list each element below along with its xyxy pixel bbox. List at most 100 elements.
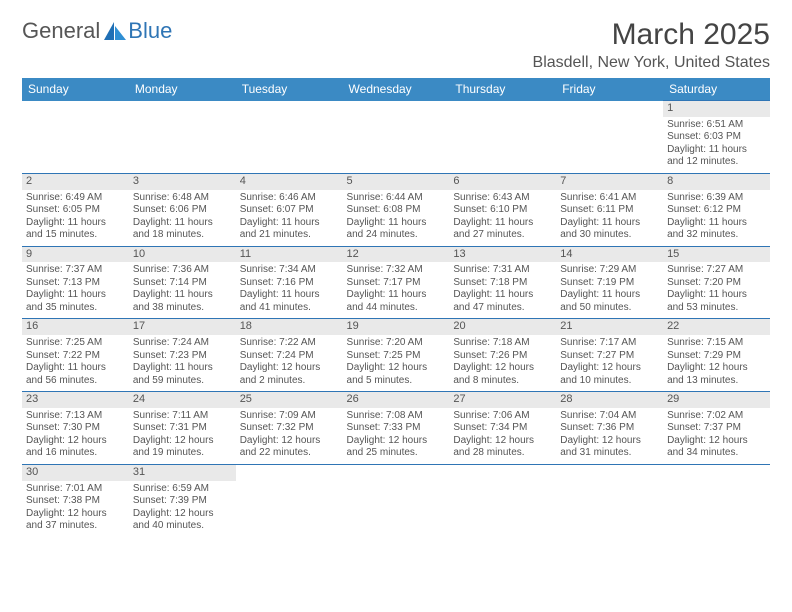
- calendar-cell: [449, 464, 556, 536]
- daylight-line: Daylight: 12 hours and 40 minutes.: [133, 508, 232, 533]
- day-number: 16: [22, 319, 129, 335]
- daylight-line: Daylight: 11 hours and 18 minutes.: [133, 217, 232, 242]
- sunset-line: Sunset: 7:27 PM: [560, 350, 659, 363]
- day-number: 23: [22, 392, 129, 408]
- calendar-cell: 23Sunrise: 7:13 AMSunset: 7:30 PMDayligh…: [22, 392, 129, 465]
- daylight-line: Daylight: 11 hours and 24 minutes.: [347, 217, 446, 242]
- day-number: 24: [129, 392, 236, 408]
- daylight-line: Daylight: 11 hours and 53 minutes.: [667, 289, 766, 314]
- daylight-line: Daylight: 11 hours and 32 minutes.: [667, 217, 766, 242]
- calendar-cell: 2Sunrise: 6:49 AMSunset: 6:05 PMDaylight…: [22, 173, 129, 246]
- daylight-line: Daylight: 11 hours and 30 minutes.: [560, 217, 659, 242]
- logo-text-1: General: [22, 18, 100, 44]
- sunset-line: Sunset: 7:13 PM: [26, 277, 125, 290]
- sunset-line: Sunset: 7:24 PM: [240, 350, 339, 363]
- calendar-cell: 6Sunrise: 6:43 AMSunset: 6:10 PMDaylight…: [449, 173, 556, 246]
- weekday-header: Sunday: [22, 78, 129, 101]
- sunset-line: Sunset: 6:11 PM: [560, 204, 659, 217]
- weekday-header: Wednesday: [343, 78, 450, 101]
- daylight-line: Daylight: 12 hours and 5 minutes.: [347, 362, 446, 387]
- day-number: 4: [236, 174, 343, 190]
- day-number: 6: [449, 174, 556, 190]
- day-number: 22: [663, 319, 770, 335]
- sunset-line: Sunset: 7:31 PM: [133, 422, 232, 435]
- sunset-line: Sunset: 7:32 PM: [240, 422, 339, 435]
- calendar-cell: 31Sunrise: 6:59 AMSunset: 7:39 PMDayligh…: [129, 464, 236, 536]
- calendar-cell: 5Sunrise: 6:44 AMSunset: 6:08 PMDaylight…: [343, 173, 450, 246]
- calendar-cell: 4Sunrise: 6:46 AMSunset: 6:07 PMDaylight…: [236, 173, 343, 246]
- calendar-cell: 18 Sunrise: 7:22 AMSunset: 7:24 PMDayligh…: [236, 319, 343, 392]
- sunset-line: Sunset: 6:12 PM: [667, 204, 766, 217]
- day-number: 19: [343, 319, 450, 335]
- calendar-cell: 13Sunrise: 7:31 AMSunset: 7:18 PMDayligh…: [449, 246, 556, 319]
- calendar-body: 1Sunrise: 6:51 AMSunset: 6:03 PMDaylight…: [22, 101, 770, 537]
- sunrise-line: Sunrise: 7:01 AM: [26, 483, 125, 496]
- sunset-line: Sunset: 7:26 PM: [453, 350, 552, 363]
- sunset-line: Sunset: 7:17 PM: [347, 277, 446, 290]
- daylight-line: Daylight: 11 hours and 44 minutes.: [347, 289, 446, 314]
- sunset-line: Sunset: 7:34 PM: [453, 422, 552, 435]
- calendar-cell: 27Sunrise: 7:06 AMSunset: 7:34 PMDayligh…: [449, 392, 556, 465]
- sunset-line: Sunset: 7:33 PM: [347, 422, 446, 435]
- calendar-cell: 15Sunrise: 7:27 AMSunset: 7:20 PMDayligh…: [663, 246, 770, 319]
- calendar-cell: [343, 464, 450, 536]
- sunset-line: Sunset: 6:03 PM: [667, 131, 766, 144]
- calendar-cell: [556, 464, 663, 536]
- sunrise-line: Sunrise: 7:02 AM: [667, 410, 766, 423]
- sunrise-line: Sunrise: 7:32 AM: [347, 264, 446, 277]
- sunrise-line: Sunrise: 6:51 AM: [667, 119, 766, 132]
- sunset-line: Sunset: 7:14 PM: [133, 277, 232, 290]
- daylight-line: Daylight: 12 hours and 10 minutes.: [560, 362, 659, 387]
- sunrise-line: Sunrise: 6:43 AM: [453, 192, 552, 205]
- sunrise-line: Sunrise: 7:37 AM: [26, 264, 125, 277]
- day-number: 28: [556, 392, 663, 408]
- sunrise-line: Sunrise: 6:49 AM: [26, 192, 125, 205]
- daylight-line: Daylight: 12 hours and 2 minutes.: [240, 362, 339, 387]
- sunset-line: Sunset: 7:25 PM: [347, 350, 446, 363]
- calendar-cell: 9Sunrise: 7:37 AMSunset: 7:13 PMDaylight…: [22, 246, 129, 319]
- calendar-cell: 8 Sunrise: 6:39 AMSunset: 6:12 PMDaylight…: [663, 173, 770, 246]
- sail-icon: [102, 20, 128, 42]
- sunset-line: Sunset: 6:07 PM: [240, 204, 339, 217]
- sunrise-line: Sunrise: 6:48 AM: [133, 192, 232, 205]
- daylight-line: Daylight: 11 hours and 38 minutes.: [133, 289, 232, 314]
- day-number: 18: [236, 319, 343, 335]
- weekday-header: Friday: [556, 78, 663, 101]
- day-number: 12: [343, 247, 450, 263]
- weekday-header: Thursday: [449, 78, 556, 101]
- daylight-line: Daylight: 12 hours and 13 minutes.: [667, 362, 766, 387]
- daylight-line: Daylight: 12 hours and 31 minutes.: [560, 435, 659, 460]
- calendar-cell: 25Sunrise: 7:09 AMSunset: 7:32 PMDayligh…: [236, 392, 343, 465]
- calendar-table: SundayMondayTuesdayWednesdayThursdayFrid…: [22, 78, 770, 537]
- calendar-week-row: 9Sunrise: 7:37 AMSunset: 7:13 PMDaylight…: [22, 246, 770, 319]
- calendar-week-row: 2Sunrise: 6:49 AMSunset: 6:05 PMDaylight…: [22, 173, 770, 246]
- calendar-cell: 20Sunrise: 7:18 AMSunset: 7:26 PMDayligh…: [449, 319, 556, 392]
- day-number: 15: [663, 247, 770, 263]
- sunrise-line: Sunrise: 7:36 AM: [133, 264, 232, 277]
- day-number: 5: [343, 174, 450, 190]
- day-number: 17: [129, 319, 236, 335]
- sunset-line: Sunset: 7:37 PM: [667, 422, 766, 435]
- day-number: 14: [556, 247, 663, 263]
- day-number: 8: [663, 174, 770, 190]
- sunset-line: Sunset: 6:08 PM: [347, 204, 446, 217]
- logo: General Blue: [22, 18, 172, 44]
- daylight-line: Daylight: 12 hours and 19 minutes.: [133, 435, 232, 460]
- sunset-line: Sunset: 6:10 PM: [453, 204, 552, 217]
- calendar-week-row: 1Sunrise: 6:51 AMSunset: 6:03 PMDaylight…: [22, 101, 770, 174]
- calendar-cell: [449, 101, 556, 174]
- sunrise-line: Sunrise: 6:41 AM: [560, 192, 659, 205]
- logo-text-2: Blue: [128, 18, 172, 44]
- sunrise-line: Sunrise: 7:09 AM: [240, 410, 339, 423]
- calendar-cell: 12Sunrise: 7:32 AMSunset: 7:17 PMDayligh…: [343, 246, 450, 319]
- calendar-week-row: 30Sunrise: 7:01 AMSunset: 7:38 PMDayligh…: [22, 464, 770, 536]
- calendar-cell: [343, 101, 450, 174]
- day-number: 20: [449, 319, 556, 335]
- sunset-line: Sunset: 7:38 PM: [26, 495, 125, 508]
- sunrise-line: Sunrise: 7:06 AM: [453, 410, 552, 423]
- calendar-cell: 10Sunrise: 7:36 AMSunset: 7:14 PMDayligh…: [129, 246, 236, 319]
- weekday-header-row: SundayMondayTuesdayWednesdayThursdayFrid…: [22, 78, 770, 101]
- sunrise-line: Sunrise: 6:39 AM: [667, 192, 766, 205]
- calendar-cell: 28Sunrise: 7:04 AMSunset: 7:36 PMDayligh…: [556, 392, 663, 465]
- sunrise-line: Sunrise: 7:22 AM: [240, 337, 339, 350]
